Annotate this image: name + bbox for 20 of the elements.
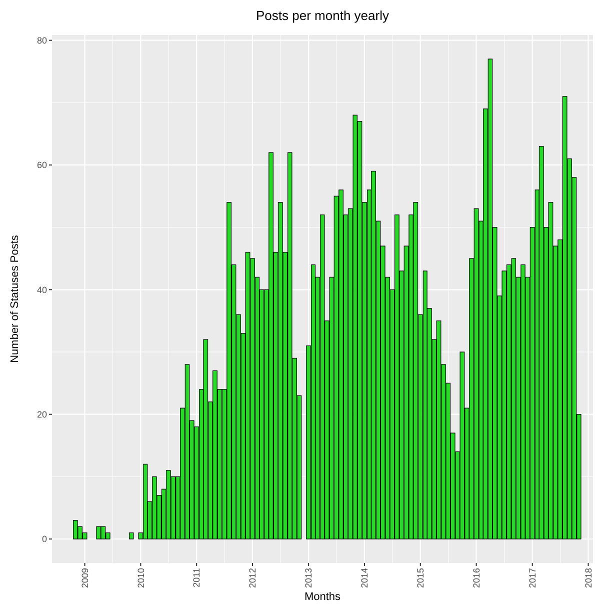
chart-title: Posts per month yearly xyxy=(256,8,390,23)
y-axis-title: Number of Statuses Posts xyxy=(9,234,21,363)
y-tick-label: 80 xyxy=(36,35,47,46)
x-tick-label: 2013 xyxy=(304,568,314,588)
x-axis-title: Months xyxy=(304,591,342,603)
y-tick-label: 40 xyxy=(36,284,47,295)
x-tick-label: 2011 xyxy=(192,568,202,588)
x-tick-label: 2010 xyxy=(136,568,146,588)
x-tick-label: 2018 xyxy=(583,568,594,588)
bar xyxy=(203,339,208,540)
x-tick-label: 2009 xyxy=(80,568,90,588)
y-tick-label: 0 xyxy=(42,534,47,544)
x-tick-label: 2017 xyxy=(527,568,538,588)
y-tick-label: 20 xyxy=(36,409,47,420)
x-tick-label: 2016 xyxy=(471,568,482,588)
x-tick-label: 2012 xyxy=(248,568,258,588)
x-tick-label: 2015 xyxy=(416,568,426,588)
y-tick-label: 60 xyxy=(36,160,47,170)
bar xyxy=(128,532,134,540)
x-tick-label: 2014 xyxy=(360,568,370,588)
